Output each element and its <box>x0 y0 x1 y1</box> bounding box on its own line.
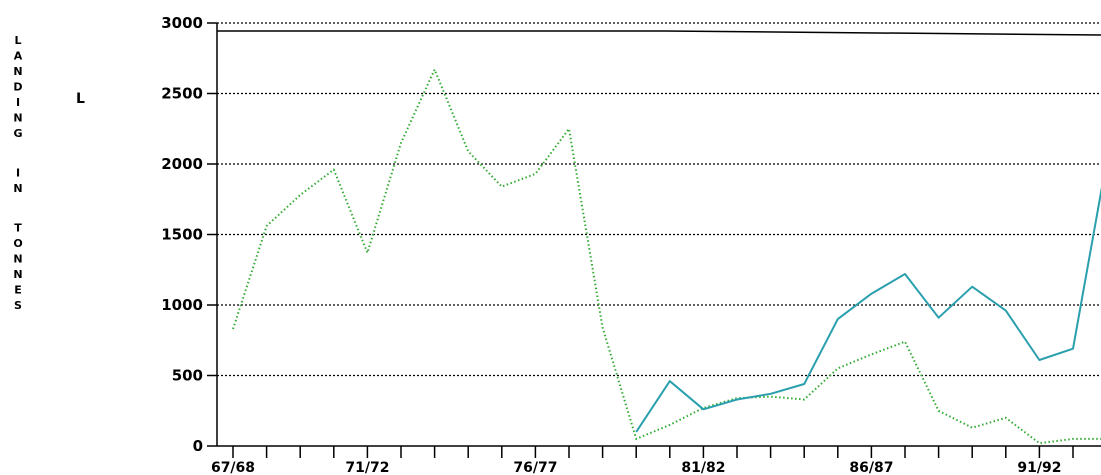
y-tick-label: 1500 <box>161 226 203 244</box>
series-line-2 <box>635 186 1101 433</box>
x-tick-label: 76/77 <box>513 460 557 475</box>
y-tick-label: 1000 <box>161 296 203 314</box>
series-line-1 <box>232 68 1101 445</box>
ylabel-letter: N <box>13 253 22 266</box>
series-lines <box>232 68 1101 445</box>
x-tick-label: 71/72 <box>345 460 389 475</box>
ylabel-letter: L <box>14 34 21 47</box>
ylabel-letter: T <box>14 222 22 235</box>
plot-top-border <box>664 30 1101 36</box>
x-ticks: 67/68 71/72 76/77 81/82 86/87 91/92 <box>211 446 1074 475</box>
ylabel-letter: I <box>16 167 20 180</box>
ylabel-letter: N <box>13 268 22 281</box>
ylabel-letter: O <box>13 237 22 250</box>
x-tick-label: 86/87 <box>849 460 893 475</box>
ylabel-letter: D <box>13 81 22 94</box>
y-tick-label: 2000 <box>161 155 203 173</box>
ylabel-letter: N <box>13 112 22 125</box>
x-tick-label: 91/92 <box>1017 460 1061 475</box>
x-tick-label: 67/68 <box>211 460 255 475</box>
ylabel-letter: N <box>13 182 22 195</box>
y-tick-label: 2500 <box>161 85 203 103</box>
y-ticks: 0 500 1000 1500 2000 2500 3000 <box>161 14 217 455</box>
ylabel-letter: A <box>14 50 23 63</box>
ylabel-letter: G <box>13 127 22 140</box>
gridlines <box>217 22 1101 377</box>
ylabel-letter: N <box>13 65 22 78</box>
y-tick-label: 3000 <box>161 14 203 32</box>
ylabel-letter: I <box>16 96 20 109</box>
ylabel-letter: S <box>14 299 22 312</box>
x-tick-label: 81/82 <box>681 460 725 475</box>
marker-label: L <box>76 91 85 107</box>
ylabel-letter: E <box>14 284 22 297</box>
y-tick-label: 500 <box>172 367 203 385</box>
y-tick-label: 0 <box>193 437 203 455</box>
